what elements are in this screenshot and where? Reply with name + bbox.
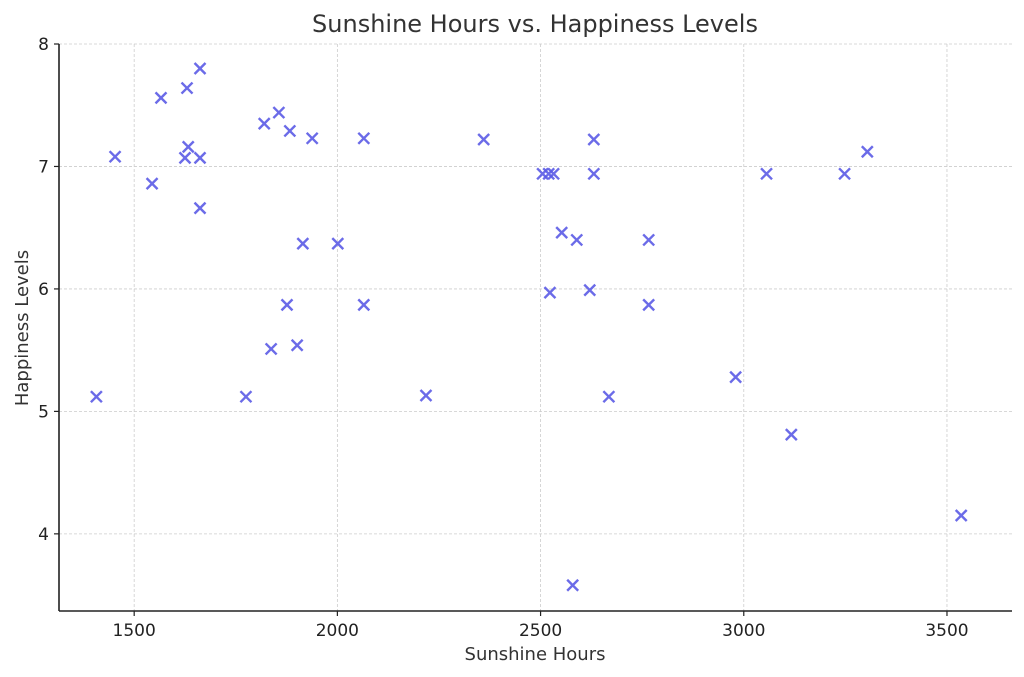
data-point-x-marker xyxy=(357,298,371,312)
data-point-x-marker xyxy=(566,578,580,592)
axes xyxy=(58,44,1012,612)
data-point-x-marker xyxy=(357,131,371,145)
data-point-x-marker xyxy=(193,151,207,165)
y-axis-label: Happiness Levels xyxy=(12,250,33,406)
data-point-x-marker xyxy=(305,131,319,145)
data-point-x-marker xyxy=(542,167,556,181)
data-point-x-marker xyxy=(587,133,601,146)
data-point-x-marker xyxy=(860,145,874,159)
y-axis-ticks: 4 5 6 7 8 xyxy=(38,35,59,545)
data-point-x-marker xyxy=(193,62,207,75)
data-point-x-marker xyxy=(838,167,851,181)
data-point-x-marker xyxy=(178,151,192,165)
y-tick-label: 4 xyxy=(38,525,49,545)
data-point-x-marker xyxy=(272,106,286,119)
data-point-x-marker xyxy=(331,237,345,250)
data-point-x-marker xyxy=(283,124,297,138)
data-point-x-marker xyxy=(181,140,195,154)
data-point-x-marker xyxy=(784,428,798,442)
data-point-x-marker xyxy=(180,81,194,95)
y-tick-label: 8 xyxy=(38,35,49,55)
x-axis-ticks: 1500 2000 2500 3000 3500 xyxy=(113,611,969,641)
data-point-x-marker xyxy=(477,133,491,146)
data-point-x-marker xyxy=(239,390,253,404)
data-point-x-marker xyxy=(642,298,656,312)
data-point-x-marker xyxy=(570,233,584,247)
data-point-x-marker xyxy=(602,390,616,404)
x-tick-label: 2500 xyxy=(519,621,562,641)
data-point-x-marker xyxy=(264,342,278,356)
data-point-x-marker xyxy=(193,201,207,215)
x-tick-label: 3000 xyxy=(722,621,765,641)
data-point-x-marker xyxy=(547,167,560,181)
data-point-x-marker xyxy=(642,233,656,247)
data-point-x-marker xyxy=(145,177,159,190)
data-point-x-marker xyxy=(583,283,597,297)
data-point-x-marker xyxy=(280,298,294,312)
data-points xyxy=(90,62,968,592)
y-tick-label: 7 xyxy=(38,157,49,177)
data-point-x-marker xyxy=(419,389,433,402)
x-tick-label: 1500 xyxy=(113,621,156,641)
x-tick-label: 2000 xyxy=(316,621,359,641)
grid-lines xyxy=(59,43,1012,611)
x-tick-label: 3500 xyxy=(925,621,968,641)
data-point-x-marker xyxy=(108,150,122,164)
data-point-x-marker xyxy=(760,167,773,181)
data-point-x-marker xyxy=(543,286,557,299)
data-point-x-marker xyxy=(154,91,168,105)
y-tick-label: 5 xyxy=(38,402,49,422)
data-point-x-marker xyxy=(954,509,968,522)
y-tick-label: 6 xyxy=(38,280,49,300)
x-axis-label: Sunshine Hours xyxy=(465,644,606,665)
chart-title: Sunshine Hours vs. Happiness Levels xyxy=(312,10,758,38)
data-point-x-marker xyxy=(290,338,304,352)
data-point-x-marker xyxy=(555,226,569,239)
data-point-x-marker xyxy=(296,237,310,250)
data-point-x-marker xyxy=(90,390,103,404)
data-point-x-marker xyxy=(729,370,742,384)
data-point-x-marker xyxy=(587,167,601,181)
data-point-x-marker xyxy=(257,117,271,130)
